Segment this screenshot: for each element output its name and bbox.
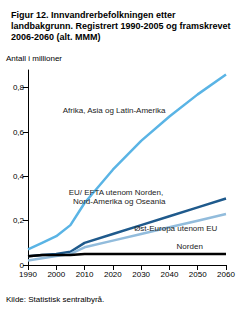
- svg-text:0,6: 0,6: [13, 128, 25, 137]
- svg-text:landbakgrunn. Registrert 1990-: landbakgrunn. Registrert 1990-2005 og fr…: [11, 21, 233, 31]
- svg-text:Afrika, Asia og Latin-Amerika: Afrika, Asia og Latin-Amerika: [63, 106, 166, 115]
- svg-text:2010: 2010: [76, 270, 94, 279]
- svg-text:Figur 12. Innvandrerbefolkning: Figur 12. Innvandrerbefolkningen etter: [11, 10, 178, 20]
- svg-text:EU/ EFTA utenom Norden,: EU/ EFTA utenom Norden,: [69, 188, 166, 197]
- svg-text:0: 0: [20, 261, 25, 270]
- svg-text:Kilde: Statistisk sentralbyrå.: Kilde: Statistisk sentralbyrå.: [6, 295, 104, 304]
- svg-text:2040: 2040: [161, 270, 179, 279]
- svg-text:Norden: Norden: [177, 242, 203, 251]
- svg-text:2006-2060 (alt. MMM): 2006-2060 (alt. MMM): [11, 32, 101, 42]
- svg-text:2000: 2000: [47, 270, 65, 279]
- svg-text:0,8: 0,8: [13, 83, 25, 92]
- svg-text:2050: 2050: [189, 270, 207, 279]
- svg-text:0,4: 0,4: [13, 172, 25, 181]
- svg-text:Antall i millioner: Antall i millioner: [6, 54, 62, 63]
- svg-text:1990: 1990: [19, 270, 37, 279]
- svg-text:Nord-Amerika og Oseania: Nord-Amerika og Oseania: [73, 197, 166, 206]
- svg-text:2030: 2030: [132, 270, 150, 279]
- svg-text:Øst-Europa utenom EU: Øst-Europa utenom EU: [134, 224, 217, 233]
- svg-text:2060: 2060: [217, 270, 235, 279]
- svg-text:0,2: 0,2: [13, 216, 25, 225]
- svg-text:2020: 2020: [104, 270, 122, 279]
